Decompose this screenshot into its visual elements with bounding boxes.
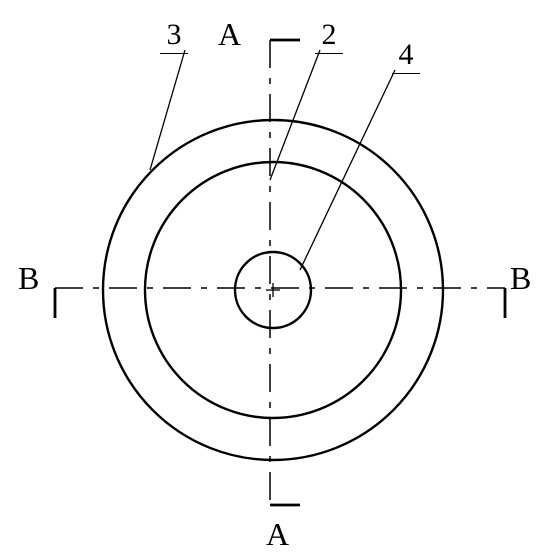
diagram-canvas [0, 0, 547, 554]
refnum-3: 3 [160, 18, 188, 54]
section-B-right: B [510, 260, 531, 297]
leader-3 [150, 50, 185, 170]
refnum-4: 4 [392, 38, 420, 74]
section-A-bottom: A [266, 516, 289, 553]
section-A-top: A [218, 16, 241, 53]
leader-2 [270, 50, 320, 180]
refnum-2: 2 [315, 18, 343, 54]
section-B-left: B [18, 260, 39, 297]
